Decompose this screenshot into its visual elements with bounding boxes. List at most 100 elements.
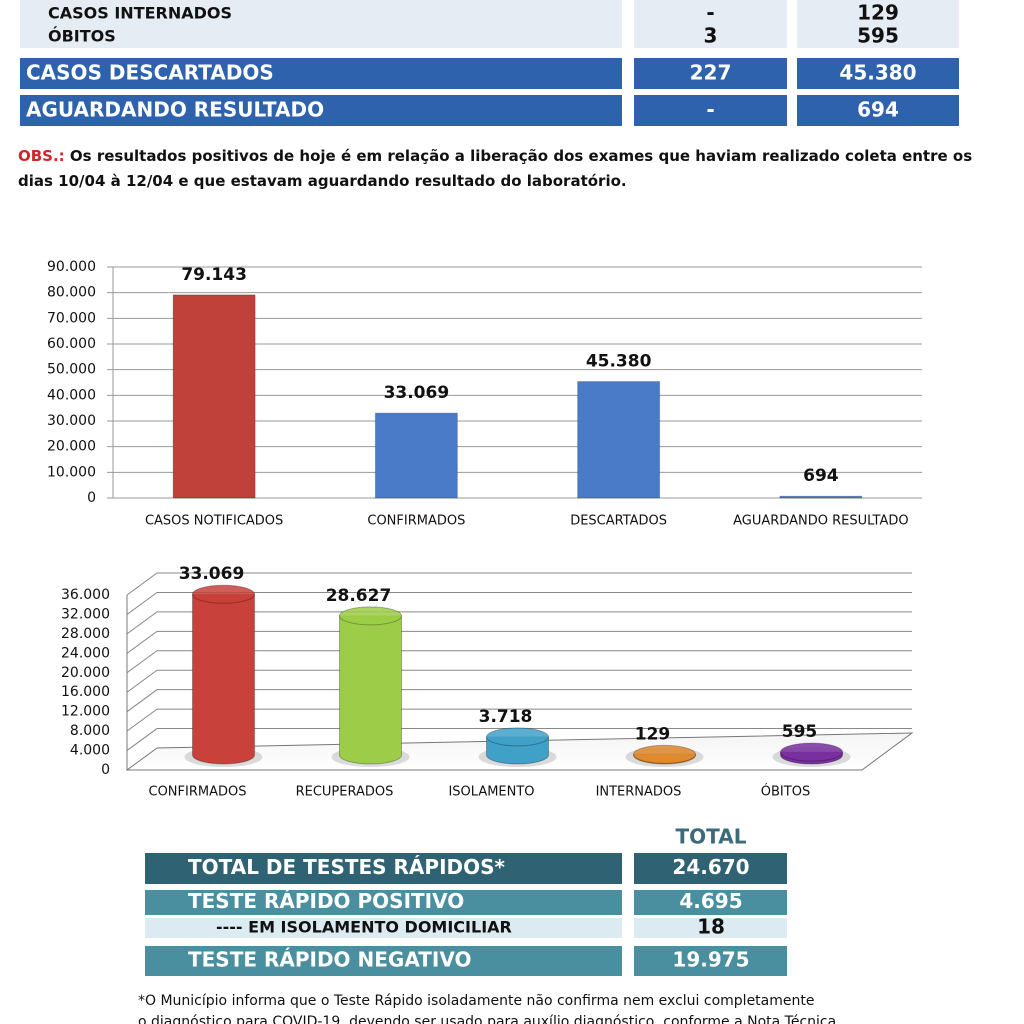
obs-note: OBS.: Os resultados positivos de hoje é … — [18, 144, 978, 194]
table-cell — [634, 95, 787, 126]
data-label: 595 — [782, 722, 818, 742]
table-value: 24.670 — [672, 855, 749, 879]
table-cell — [145, 918, 622, 938]
x-tick-label: CASOS NOTIFICADOS — [145, 514, 283, 529]
y-tick-label: 10.000 — [47, 464, 96, 480]
table-value: - — [706, 98, 714, 122]
x-tick-label: RECUPERADOS — [296, 785, 394, 800]
bar-top — [339, 606, 402, 626]
table-cell — [797, 58, 959, 89]
table-cell — [634, 918, 787, 938]
grid-line — [126, 728, 912, 751]
data-label: 694 — [803, 466, 839, 486]
table-label: TOTAL DE TESTES RÁPIDOS* — [188, 855, 506, 879]
data-label: 3.718 — [479, 707, 533, 727]
table-cell — [634, 0, 787, 48]
table-value: 129 — [857, 1, 899, 25]
data-label: 33.069 — [384, 383, 450, 403]
data-label: 45.380 — [586, 352, 652, 372]
y-tick-label: 40.000 — [47, 387, 96, 403]
table-value: - — [706, 1, 714, 25]
table-value: 4.695 — [679, 889, 742, 913]
bar-top — [780, 742, 843, 762]
x-tick-label: CONFIRMADOS — [149, 785, 247, 800]
y-tick-label: 36.000 — [61, 587, 110, 603]
bar-top — [486, 727, 549, 747]
table-cell — [634, 853, 787, 884]
table-cell — [20, 0, 622, 48]
x-tick-label: CONFIRMADOS — [367, 514, 465, 529]
table-cell — [634, 890, 787, 915]
y-tick-label: 20.000 — [47, 439, 96, 455]
y-tick-label: 60.000 — [47, 336, 96, 352]
table-label: TESTE RÁPIDO NEGATIVO — [188, 948, 471, 972]
table-label: TESTE RÁPIDO POSITIVO — [188, 889, 464, 913]
bar — [339, 615, 402, 765]
grid-line — [126, 689, 912, 713]
data-label: 33.069 — [179, 564, 245, 584]
bar — [192, 593, 255, 765]
bar-top — [633, 744, 696, 764]
table-value: 45.380 — [839, 61, 916, 85]
y-tick-label: 90.000 — [47, 259, 96, 275]
grid-line — [126, 572, 912, 596]
table-label: CASOS DESCARTADOS — [26, 61, 274, 85]
table-header: TOTAL — [676, 825, 747, 849]
grid-line — [126, 630, 912, 654]
y-tick-label: 28.000 — [61, 626, 110, 642]
data-label: 79.143 — [181, 265, 247, 285]
bar — [779, 495, 863, 499]
x-tick-label: ISOLAMENTO — [448, 785, 534, 800]
bar — [577, 381, 661, 499]
obs-text: Os resultados positivos de hoje é em rel… — [18, 147, 973, 190]
y-tick-label: 50.000 — [47, 362, 96, 378]
y-tick-label: 4.000 — [70, 743, 110, 759]
x-tick-label: ÓBITOS — [761, 784, 810, 800]
table-value: 227 — [690, 61, 732, 85]
table-label: ---- EM ISOLAMENTO DOMICILIAR — [216, 918, 512, 937]
y-tick-label: 70.000 — [47, 310, 96, 326]
bar — [374, 412, 458, 499]
grid-line — [126, 708, 912, 732]
y-tick-label: 80.000 — [47, 285, 96, 301]
grid-line — [126, 591, 912, 615]
y-tick-label: 30.000 — [47, 413, 96, 429]
table-value: 3 — [704, 24, 718, 48]
grid-line — [126, 650, 912, 674]
bar-top — [192, 584, 255, 604]
table-cell — [634, 946, 787, 976]
table-value: 694 — [857, 98, 899, 122]
table-label: ÓBITOS — [48, 27, 116, 46]
table-cell — [20, 95, 622, 126]
table-cell — [634, 58, 787, 89]
y-tick-label: 32.000 — [61, 606, 110, 622]
y-tick-label: 12.000 — [61, 704, 110, 720]
table-value: 595 — [857, 24, 899, 48]
x-tick-label: INTERNADOS — [596, 785, 682, 800]
table-label: CASOS INTERNADOS — [48, 4, 232, 23]
x-tick-label: DESCARTADOS — [570, 514, 667, 529]
footnote-line: o diagnóstico para COVID-19, devendo ser… — [138, 1014, 836, 1024]
data-label: 28.627 — [326, 586, 392, 606]
table-cell — [145, 890, 622, 915]
y-tick-label: 24.000 — [61, 645, 110, 661]
y-tick-label: 8.000 — [70, 723, 110, 739]
table-cell — [145, 946, 622, 976]
bar — [172, 294, 256, 499]
y-tick-label: 0 — [101, 762, 110, 778]
y-tick-label: 16.000 — [61, 684, 110, 700]
grid-line — [126, 611, 912, 635]
y-tick-label: 0 — [87, 490, 96, 506]
table-value: 19.975 — [672, 948, 749, 972]
footnote-line: *O Município informa que o Teste Rápido … — [138, 993, 814, 1009]
obs-label: OBS.: — [18, 147, 65, 165]
x-tick-label: AGUARDANDO RESULTADO — [733, 514, 909, 529]
table-cell — [797, 95, 959, 126]
grid-line — [126, 669, 912, 693]
table-cell — [797, 0, 959, 48]
table-value: 18 — [697, 915, 725, 939]
data-label: 129 — [635, 724, 671, 744]
table-cell — [20, 58, 622, 89]
